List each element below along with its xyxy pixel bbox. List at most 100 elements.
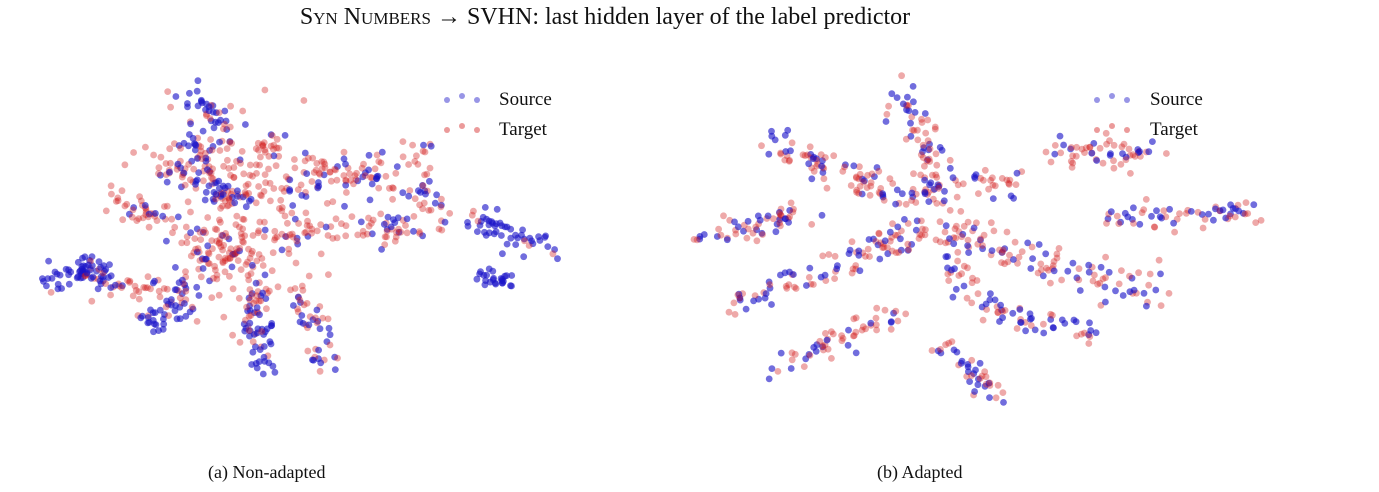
source-point [893,186,901,194]
source-point [252,279,260,287]
source-point [852,349,860,357]
source-point [301,149,309,157]
target-point [225,249,233,257]
source-point [342,160,349,168]
target-point [921,162,928,170]
source-point [294,293,302,301]
target-point [373,151,381,159]
target-point [886,175,894,183]
target-point [153,217,161,225]
source-point [286,176,294,184]
target-point [820,175,828,183]
source-point [234,193,241,200]
target-point [245,276,253,284]
target-point [226,123,234,131]
target-point [228,139,236,147]
legend-target-dot-1 [1094,127,1100,133]
source-point [294,240,302,248]
source-point [426,177,433,185]
source-point [965,249,972,256]
target-point [1045,266,1052,274]
source-point [270,152,278,160]
target-point [359,231,367,239]
target-point [776,219,784,227]
source-point [175,279,183,286]
source-point [842,161,849,169]
target-point [246,296,254,304]
source-point [1157,270,1164,278]
target-point [340,172,348,179]
source-point [1001,245,1009,253]
source-point [219,232,227,239]
source-point [744,217,752,225]
target-point [204,214,212,221]
target-point [781,156,789,164]
target-point [230,164,238,171]
target-point [102,207,110,215]
source-point [508,272,516,279]
target-point [791,283,798,291]
target-point [1068,144,1075,151]
target-point [309,154,317,162]
source-point [942,222,950,230]
target-point [987,176,994,184]
target-point [866,253,873,260]
target-point [917,171,924,179]
source-point [912,226,920,234]
source-point [1086,319,1093,327]
source-point [178,183,185,191]
target-point [409,141,416,149]
source-point [130,204,138,211]
source-point [913,217,921,225]
target-point [235,294,243,302]
source-point [964,242,971,250]
legend-source-label: Source [499,89,552,110]
source-point [296,318,304,326]
source-point [1016,306,1024,313]
source-point [907,132,915,140]
source-point [489,267,497,275]
target-point [302,228,310,236]
source-point [899,100,907,108]
target-point [233,212,241,220]
source-point [180,169,188,177]
target-point [226,255,234,262]
target-point [256,161,263,169]
source-point [303,170,311,177]
target-point [963,294,971,302]
target-point [922,226,929,234]
target-point [828,355,835,362]
source-point [823,336,831,344]
target-point [421,171,428,179]
points-layer [690,72,1265,406]
target-point [933,161,941,169]
source-point [89,273,97,281]
target-point [390,184,397,192]
target-point [1145,281,1153,289]
source-point [903,106,910,114]
target-point [989,181,997,189]
target-point [136,193,143,200]
source-point [1156,213,1164,221]
caption-non-adapted: (a) Non-adapted [208,462,326,482]
target-point [1096,279,1104,287]
target-point [980,176,987,184]
target-point [280,188,288,195]
target-point [295,220,302,227]
target-point [785,281,793,288]
source-point [171,286,179,294]
target-point [777,149,784,157]
target-point [1086,333,1094,340]
target-point [980,231,988,239]
source-point [1140,289,1148,297]
source-point [298,312,306,319]
target-point [338,220,345,228]
source-point [226,138,234,145]
target-point [1162,213,1170,221]
target-point [183,239,191,247]
source-point [861,177,868,185]
source-point [393,163,401,170]
target-point [215,240,223,247]
target-point [1120,140,1128,148]
target-point [928,347,936,354]
